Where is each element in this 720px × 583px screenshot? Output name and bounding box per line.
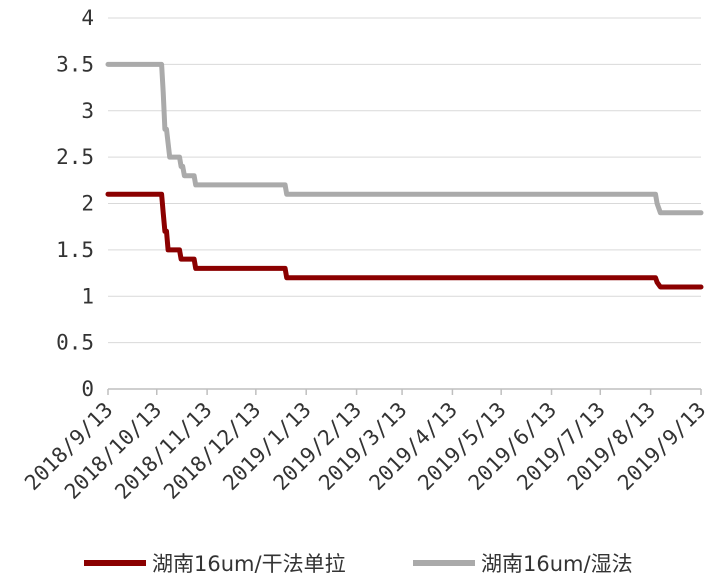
line-chart: 0 0.5 1 1.5 2 2.5 3 3.5 4 2018/9/132018/10/13201… bbox=[20, 6, 710, 504]
y-tick-label: 0 bbox=[81, 377, 94, 401]
y-tick-label: 0.5 bbox=[56, 331, 94, 355]
legend: 湖南16um/干法单拉 湖南16um/湿法 bbox=[0, 543, 720, 583]
legend-swatch-dry bbox=[84, 560, 146, 566]
y-tick-label: 2.5 bbox=[56, 145, 94, 169]
y-tick-label: 1.5 bbox=[56, 238, 94, 262]
y-tick-label: 3.5 bbox=[56, 52, 94, 76]
x-axis-tick-labels: 2018/9/132018/10/132018/11/132018/12/132… bbox=[20, 398, 710, 504]
legend-item-wet: 湖南16um/湿法 bbox=[413, 543, 633, 583]
x-axis-tick-marks bbox=[107, 389, 702, 395]
y-tick-label: 2 bbox=[81, 192, 94, 216]
legend-label-wet: 湖南16um/湿法 bbox=[481, 552, 633, 576]
series-line-wet bbox=[105, 61, 704, 216]
y-tick-label: 3 bbox=[81, 99, 94, 123]
y-tick-label: 4 bbox=[81, 6, 94, 30]
legend-item-dry: 湖南16um/干法单拉 bbox=[84, 543, 346, 583]
y-axis-tick-labels: 0 0.5 1 1.5 2 2.5 3 3.5 4 bbox=[56, 6, 94, 401]
legend-label-dry: 湖南16um/干法单拉 bbox=[152, 552, 346, 576]
legend-swatch-wet bbox=[413, 560, 475, 566]
series-line-dry bbox=[105, 191, 704, 290]
y-tick-label: 1 bbox=[81, 284, 94, 308]
series-lines bbox=[105, 61, 704, 290]
gridlines bbox=[108, 17, 701, 344]
